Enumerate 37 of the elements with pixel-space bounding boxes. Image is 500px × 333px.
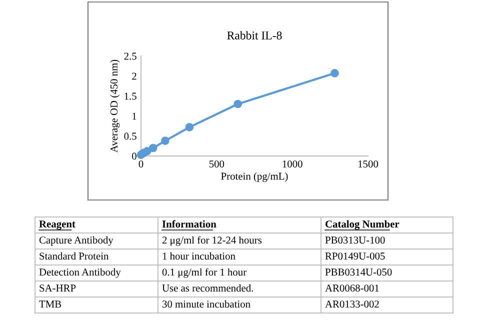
text: Information <box>162 220 216 228</box>
point <box>185 123 194 132</box>
point <box>234 100 242 108</box>
y-tick-label: 1.5 <box>124 92 136 100</box>
text: AR0068-001 <box>325 284 379 292</box>
text: RP0149U-005 <box>325 252 385 260</box>
text: Detection Antibody <box>39 268 121 278</box>
y-axis-title: Average OD (450 nm) <box>110 60 120 153</box>
point <box>142 147 152 156</box>
text: 0.1 μg/ml for 1 hour <box>162 268 246 278</box>
y-tick-label: 0 <box>132 152 136 160</box>
y-tick-label: 1 <box>132 112 136 120</box>
x-axis-title: Protein (pg/mL) <box>221 172 288 182</box>
y-tick-label: 2 <box>132 72 136 80</box>
point <box>330 69 339 78</box>
y-tick-label: 2.5 <box>124 52 136 60</box>
x-tick-label: 500 <box>209 160 224 168</box>
text: Reagent <box>39 220 76 230</box>
text: TMB <box>39 300 62 308</box>
text: 30 minute incubation <box>162 300 250 308</box>
x-tick-label: 1000 <box>282 160 302 168</box>
y-tick-label: 0.5 <box>124 132 136 140</box>
point <box>161 136 170 145</box>
text: PBB0314U-050 <box>325 268 392 276</box>
text: AR0133-002 <box>325 300 379 308</box>
text: Use as recommended. <box>162 284 254 292</box>
text: SA-HRP <box>40 284 76 292</box>
x-tick-label: 1500 <box>358 160 378 168</box>
x-tick-label: 0 <box>138 160 144 168</box>
text: Catalog Number <box>326 220 400 230</box>
text: Capture Antibody <box>39 236 114 246</box>
text: PB0313U-100 <box>325 236 385 244</box>
point <box>148 144 158 152</box>
text: 1 hour incubation <box>162 252 236 260</box>
text: 2 μg/ml for 12-24 hours <box>162 236 262 246</box>
text: Standard Protein <box>40 252 109 260</box>
chart-title: Rabbit IL-8 <box>227 31 282 40</box>
